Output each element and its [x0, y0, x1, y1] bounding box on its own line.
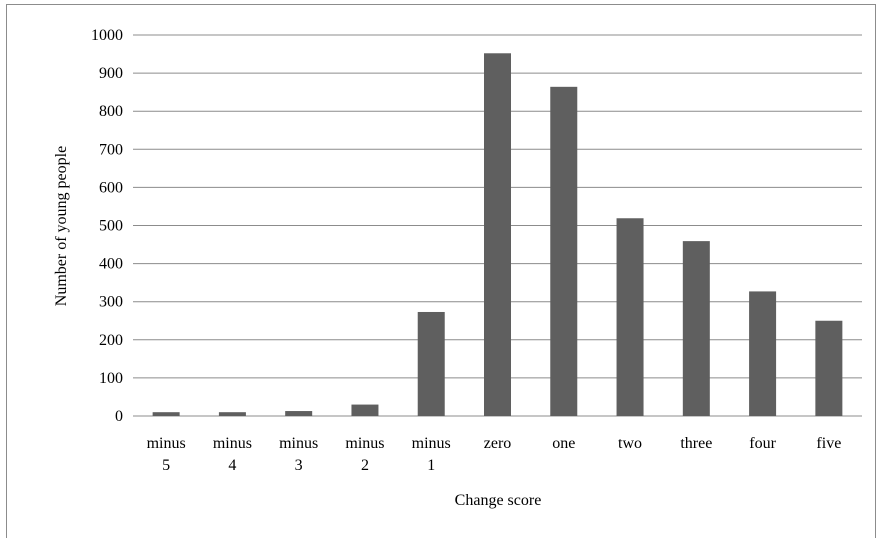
y-tick-label: 600 [99, 179, 123, 196]
y-tick-label: 1000 [91, 27, 123, 44]
y-tick-label: 300 [99, 294, 123, 311]
x-tick-label: one [552, 435, 575, 452]
x-tick-label: two [618, 435, 642, 452]
bar [815, 320, 843, 416]
y-tick-label: 0 [115, 408, 123, 425]
chart-frame [6, 4, 876, 538]
bar [351, 404, 379, 416]
bar [285, 411, 313, 416]
y-tick-label: 800 [99, 103, 123, 120]
x-tick-label: minus 2 [345, 435, 384, 474]
x-tick-label: minus 4 [213, 435, 252, 474]
x-axis-title: Change score [455, 492, 542, 509]
y-tick-label: 500 [99, 218, 123, 235]
bar [550, 86, 578, 416]
bar [417, 311, 445, 416]
x-tick-labels: minus 5 minus 4 minus 3 minus 2 minus 1 zero one two… [147, 435, 842, 474]
bar [682, 241, 710, 416]
x-tick-label: four [749, 435, 776, 452]
bar [616, 218, 644, 416]
bar [218, 412, 246, 416]
y-tick-label: 700 [99, 141, 123, 158]
x-tick-label: five [816, 435, 841, 452]
x-tick-label: three [680, 435, 712, 452]
bar [152, 412, 180, 416]
y-axis-title: Number of young people [53, 146, 70, 306]
y-tick-labels: 0 100 200 300 400 500 600 700 800 900 1000 [91, 27, 123, 425]
x-tick-label: minus 1 [412, 435, 451, 474]
y-tick-label: 100 [99, 370, 123, 387]
bar [749, 291, 777, 416]
y-tick-label: 400 [99, 256, 123, 273]
x-tick-label: minus 5 [147, 435, 186, 474]
y-tick-label: 200 [99, 332, 123, 349]
x-tick-label: zero [484, 435, 512, 452]
bar [484, 53, 511, 417]
y-tick-label: 900 [99, 65, 123, 82]
x-tick-label: minus 3 [279, 435, 318, 474]
bars [152, 53, 843, 417]
